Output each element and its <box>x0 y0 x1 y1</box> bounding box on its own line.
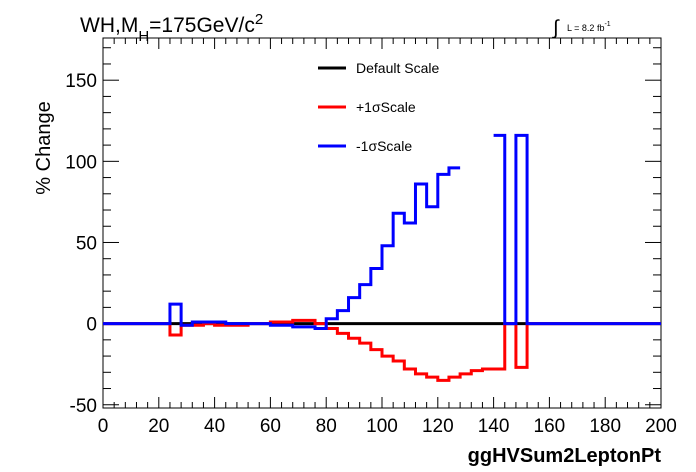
y-axis-label: % Change <box>33 101 55 194</box>
lumi-integral-sign: ∫ <box>552 17 560 39</box>
x-tick-label: 120 <box>422 416 454 437</box>
legend: Default Scale +1σScale -1σScale <box>318 60 439 154</box>
x-tick-label: 200 <box>645 416 677 437</box>
y-tick-labels: -50 0 50 100 150 <box>65 71 97 417</box>
lumi-exponent: -1 <box>604 21 610 28</box>
series-line--1-scale <box>103 166 461 330</box>
lumi-label: L = 8.2 fb-1 <box>567 21 611 33</box>
lumi-text: L = 8.2 fb <box>567 23 604 33</box>
series-group <box>103 133 661 382</box>
x-tick-label: 20 <box>148 416 169 437</box>
legend-label: -1σScale <box>356 138 412 154</box>
series-line--1-scale <box>103 318 661 382</box>
legend-label: Default Scale <box>356 60 439 76</box>
y-tick-label: 50 <box>76 233 97 254</box>
x-tick-labels: 0 20 40 60 80 100 120 140 160 180 200 <box>98 416 677 437</box>
series-line--1-scale <box>493 133 661 326</box>
x-tick-label: 40 <box>204 416 225 437</box>
x-tick-label: 100 <box>366 416 398 437</box>
y-tick-label: 0 <box>86 315 97 336</box>
legend-label: +1σScale <box>356 99 416 115</box>
title-sup: 2 <box>255 11 263 28</box>
x-tick-label: 80 <box>316 416 337 437</box>
y-tick-label: -50 <box>70 396 97 417</box>
x-tick-label: 160 <box>534 416 566 437</box>
x-tick-label: 0 <box>98 416 109 437</box>
chart-title: WH,MH=175GeV/c2 <box>80 11 263 45</box>
x-tick-label: 180 <box>589 416 621 437</box>
title-sub: H <box>138 28 149 45</box>
x-tick-label: 140 <box>478 416 510 437</box>
x-tick-label: 60 <box>260 416 281 437</box>
y-tick-label: 100 <box>65 152 97 173</box>
axis-ticks <box>102 38 662 408</box>
x-axis-label: ggHVSum2LeptonPt <box>468 445 662 467</box>
y-tick-label: 150 <box>65 71 97 92</box>
title-main: WH,M <box>80 14 138 37</box>
title-rest: =175GeV/c <box>149 14 255 37</box>
